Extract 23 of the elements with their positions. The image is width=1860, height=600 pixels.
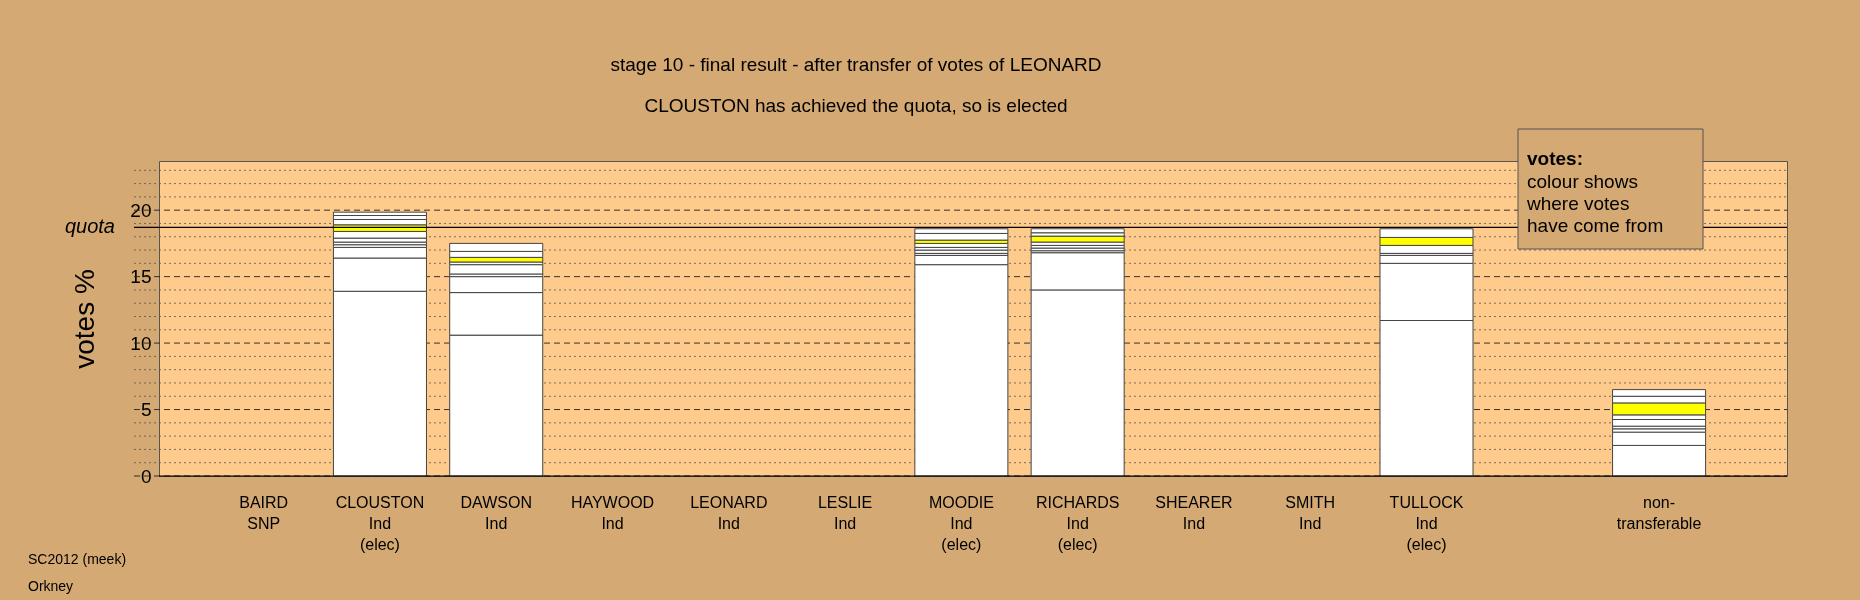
x-tick-label: non- transferable [1616, 494, 1702, 532]
ref-line-label: quota [64, 215, 115, 238]
y-tick-label: 10 [130, 332, 152, 354]
x-tick-label: LESLIE Ind [817, 494, 873, 532]
chart-subtitle: CLOUSTON has achieved the quota, so is elected [644, 95, 1068, 116]
text: SC2012 (meek) [28, 551, 127, 567]
x-tick-label: TULLOCK Ind (elec) [1389, 494, 1464, 553]
x-tick-label: HAYWOOD Ind [570, 494, 655, 532]
x-tick-label: CLOUSTON Ind (elec) [335, 494, 425, 553]
y-axis-title: votes % [69, 269, 101, 369]
x-tick-label: DAWSON Ind [460, 494, 532, 532]
y-tick-label: 0 [140, 465, 152, 487]
x-tick-label: MOODIE Ind (elec) [928, 494, 994, 553]
x-tick-label: BAIRD SNP [239, 494, 289, 532]
x-tick-label: RICHARDS Ind (elec) [1035, 494, 1120, 553]
x-tick-label: SHEARER Ind [1155, 494, 1233, 532]
annotation: colour shows where votes have come from [1526, 171, 1664, 236]
y-tick-label: 20 [130, 199, 152, 221]
text: Orkney [28, 578, 74, 594]
x-tick-label: SMITH Ind [1285, 494, 1336, 532]
x-tick-label: LEONARD Ind [690, 494, 768, 532]
annotation: votes: [1527, 148, 1583, 169]
chart-title: stage 10 - final result - after transfer of votes of LEONARD [610, 54, 1102, 75]
